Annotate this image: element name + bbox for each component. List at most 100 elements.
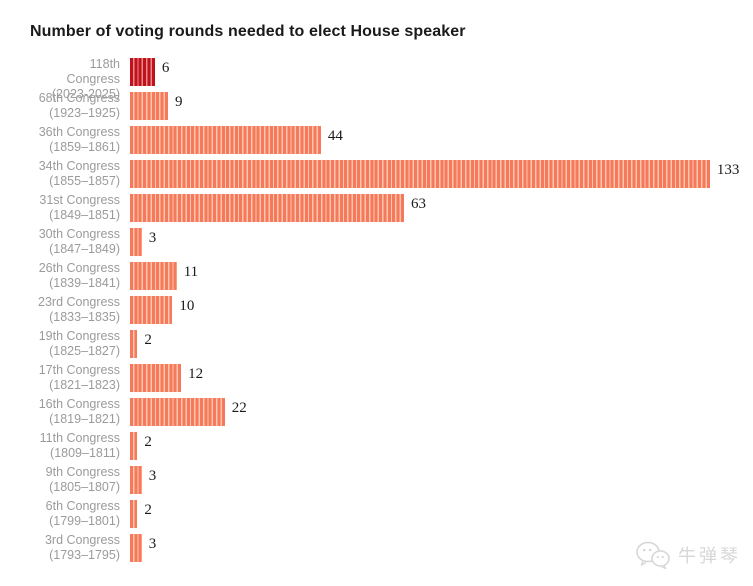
row-label: 19th Congress (1825–1827) (30, 327, 120, 361)
row-label-name: 118th Congress (66, 57, 121, 86)
bar-wrap: 11 (130, 259, 198, 293)
bar (130, 160, 710, 188)
row-label: 68th Congress (1923–1925) (30, 89, 120, 123)
value-label: 2 (144, 502, 152, 518)
value-label: 22 (231, 400, 247, 416)
bar-wrap: 63 (130, 191, 426, 225)
value-label: 6 (161, 60, 170, 76)
bar (130, 92, 168, 120)
value-label: 3 (148, 230, 157, 246)
chart-row: 26th Congress (1839–1841) 11 (30, 259, 740, 293)
watermark-text: 牛弹琴 (678, 546, 741, 566)
row-label: 11th Congress (1809–1811) (30, 429, 120, 463)
value-label: 12 (188, 366, 204, 382)
row-label-name: 16th Congress (38, 397, 120, 411)
bar (130, 228, 142, 256)
row-label: 17th Congress (1821–1823) (30, 361, 120, 395)
bar (130, 262, 177, 290)
bar-wrap: 12 (130, 361, 203, 395)
row-label-years: (1793–1795) (49, 548, 120, 562)
value-label: 11 (183, 264, 199, 280)
row-label-years: (1849–1851) (49, 208, 120, 222)
bar (130, 432, 138, 460)
chart-row: 23rd Congress (1833–1835) 10 (30, 293, 740, 327)
row-label-years: (1833–1835) (49, 310, 120, 324)
row-label-name: 31st Congress (39, 193, 120, 207)
row-label: 26th Congress (1839–1841) (30, 259, 120, 293)
bar (130, 194, 404, 222)
chart-row: 3rd Congress (1793–1795) 3 (30, 531, 740, 565)
value-label: 10 (179, 298, 195, 314)
row-label-name: 17th Congress (38, 363, 120, 377)
row-label-name: 3rd Congress (44, 533, 120, 547)
bar (130, 466, 142, 494)
chart-row: 118th Congress (2023-2025) 6 (30, 55, 740, 101)
bar (130, 296, 173, 324)
chart-row: 31st Congress (1849–1851) 63 (30, 191, 740, 225)
bar-wrap: 9 (130, 89, 182, 123)
row-label-years: (1855–1857) (49, 174, 120, 188)
chart-row: 34th Congress (1855–1857) 133 (30, 157, 740, 191)
row-label-name: 9th Congress (45, 465, 120, 479)
chart-row: 9th Congress (1805–1807) 3 (30, 463, 740, 497)
bar-wrap: 10 (130, 293, 194, 327)
row-label: 3rd Congress (1793–1795) (30, 531, 120, 565)
row-label-name: 30th Congress (38, 227, 120, 241)
chart-row: 16th Congress (1819–1821) 22 (30, 395, 740, 429)
chart-row: 68th Congress (1923–1925) 9 (30, 89, 740, 123)
row-label-name: 36th Congress (38, 125, 120, 139)
bar-wrap: 133 (130, 157, 739, 191)
bar-wrap: 2 (130, 497, 152, 531)
row-label: 6th Congress (1799–1801) (30, 497, 120, 531)
row-label-years: (1847–1849) (49, 242, 120, 256)
row-label: 9th Congress (1805–1807) (30, 463, 120, 497)
row-label-name: 11th Congress (39, 431, 120, 445)
row-label-name: 19th Congress (38, 329, 120, 343)
row-label-years: (1821–1823) (49, 378, 120, 392)
wechat-logo-icon (635, 540, 671, 570)
bar-wrap: 44 (130, 123, 343, 157)
bar-wrap: 3 (130, 463, 156, 497)
chart-rows: 118th Congress (2023-2025) 6 68th Congre… (30, 55, 740, 565)
bar (130, 398, 225, 426)
value-label: 9 (174, 94, 183, 110)
chart-row: 36th Congress (1859–1861) 44 (30, 123, 740, 157)
row-label-years: (1839–1841) (49, 276, 120, 290)
value-label: 133 (716, 162, 740, 178)
row-label-name: 26th Congress (38, 261, 120, 275)
bar (130, 330, 138, 358)
row-label-years: (1825–1827) (49, 344, 120, 358)
row-label: 118th Congress (2023-2025) (30, 55, 121, 101)
row-label-years: (2023-2025) (51, 87, 120, 101)
watermark: 牛弹琴 (635, 540, 741, 570)
bar-wrap: 2 (130, 429, 152, 463)
bar (130, 58, 155, 86)
row-label-years: (1859–1861) (49, 140, 120, 154)
bar-wrap: 3 (130, 531, 156, 565)
row-label-years: (1799–1801) (49, 514, 120, 528)
row-label: 31st Congress (1849–1851) (30, 191, 120, 225)
row-label-name: 23rd Congress (38, 295, 120, 309)
chart-row: 17th Congress (1821–1823) 12 (30, 361, 740, 395)
bar-wrap: 2 (130, 327, 152, 361)
value-label: 63 (410, 196, 426, 212)
row-label-years: (1809–1811) (50, 446, 120, 460)
page-title: Number of voting rounds needed to elect … (30, 22, 466, 40)
value-label: 3 (148, 468, 157, 484)
chart-row: 6th Congress (1799–1801) 2 (30, 497, 740, 531)
value-label: 44 (327, 128, 343, 144)
row-label-years: (1923–1925) (49, 106, 120, 120)
value-label: 3 (148, 536, 157, 552)
row-label: 23rd Congress (1833–1835) (30, 293, 120, 327)
chart-row: 11th Congress (1809–1811) 2 (30, 429, 740, 463)
bar-wrap: 6 (130, 55, 169, 89)
row-label-years: (1805–1807) (49, 480, 120, 494)
bar (130, 500, 138, 528)
bar (130, 126, 321, 154)
row-label-years: (1819–1821) (49, 412, 120, 426)
row-label-name: 68th Congress (38, 91, 120, 105)
bar-wrap: 3 (130, 225, 156, 259)
bar (130, 534, 142, 562)
value-label: 2 (144, 434, 152, 450)
value-label: 2 (144, 332, 152, 348)
